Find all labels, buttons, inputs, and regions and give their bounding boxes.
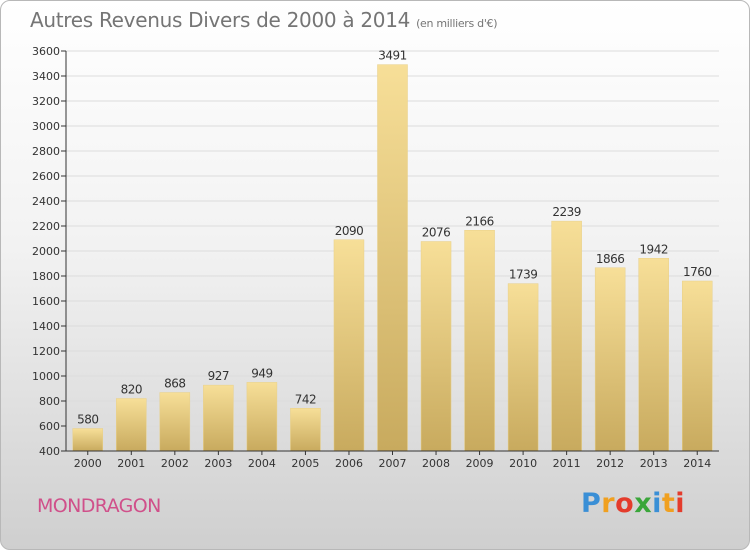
y-tick-label: 2800 bbox=[32, 145, 60, 158]
bar-2004 bbox=[246, 382, 278, 452]
axes: 400 600 800 1000 1200 1400 1600 1800 2000 2200 240… bbox=[32, 45, 719, 470]
x-tick-label-2003: 2003 bbox=[204, 457, 232, 470]
data-labels: 580 820 868 927 949 742 2090 3491 2076 2166 1739 22… bbox=[77, 49, 712, 427]
brand-logo: Proxiti bbox=[581, 488, 685, 519]
bar-2009 bbox=[464, 230, 495, 452]
data-label-2008: 2076 bbox=[422, 226, 451, 240]
y-tick-label: 3600 bbox=[32, 45, 60, 58]
brand-letter: t bbox=[661, 488, 676, 519]
data-label-2004: 949 bbox=[251, 366, 272, 380]
x-tick-label-2009: 2009 bbox=[466, 457, 494, 470]
x-tick-label-2004: 2004 bbox=[248, 457, 276, 470]
data-label-2011: 2239 bbox=[552, 205, 581, 219]
x-tick-label-2007: 2007 bbox=[379, 457, 407, 470]
town-name: MONDRAGON bbox=[37, 495, 161, 517]
bar-2007 bbox=[377, 64, 408, 452]
y-tick-label: 1800 bbox=[32, 270, 60, 283]
brand-letter: i bbox=[675, 488, 686, 519]
bar-2006 bbox=[333, 239, 365, 452]
bars bbox=[72, 64, 713, 452]
bar-2013 bbox=[638, 258, 669, 452]
y-tick-label: 1400 bbox=[32, 320, 60, 333]
bar-2005 bbox=[290, 408, 321, 452]
x-tick-label-2000: 2000 bbox=[74, 457, 102, 470]
bar-2002 bbox=[159, 392, 191, 452]
y-tick-label: 2200 bbox=[32, 220, 60, 233]
data-label-2013: 1942 bbox=[639, 242, 668, 256]
bar-2010 bbox=[507, 283, 539, 452]
y-tick-label: 2600 bbox=[32, 170, 60, 183]
bar-2003 bbox=[203, 384, 234, 452]
data-label-2007: 3491 bbox=[378, 49, 407, 63]
y-tick-label: 3200 bbox=[32, 95, 60, 108]
x-tick-label-2001: 2001 bbox=[117, 457, 145, 470]
bar-2012 bbox=[594, 267, 626, 452]
y-tick-label: 400 bbox=[39, 445, 60, 458]
bar-2014 bbox=[681, 280, 713, 452]
data-label-2005: 742 bbox=[295, 392, 316, 406]
data-label-2002: 868 bbox=[164, 377, 185, 391]
x-tick-label-2010: 2010 bbox=[509, 457, 537, 470]
x-tick-label-2011: 2011 bbox=[553, 457, 581, 470]
x-tick-label-2008: 2008 bbox=[422, 457, 450, 470]
data-label-2010: 1739 bbox=[509, 268, 538, 282]
y-tick-label: 2000 bbox=[32, 245, 60, 258]
data-label-2000: 580 bbox=[77, 413, 98, 427]
y-tick-label: 1200 bbox=[32, 345, 60, 358]
bar-2001 bbox=[116, 398, 147, 452]
bar-2000 bbox=[72, 428, 104, 452]
x-tick-label-2012: 2012 bbox=[596, 457, 624, 470]
y-tick-label: 600 bbox=[39, 420, 60, 433]
chart-title: Autres Revenus Divers de 2000 à 2014 (en … bbox=[30, 8, 498, 32]
data-label-2003: 927 bbox=[208, 369, 229, 383]
chart-title-text: Autres Revenus Divers de 2000 à 2014 bbox=[30, 8, 411, 32]
x-tick-label-2002: 2002 bbox=[161, 457, 189, 470]
data-label-2006: 2090 bbox=[335, 224, 364, 238]
brand-letter: o bbox=[615, 488, 635, 519]
data-label-2014: 1760 bbox=[683, 265, 712, 279]
x-tick-label-2014: 2014 bbox=[683, 457, 711, 470]
y-tick-label: 1600 bbox=[32, 295, 60, 308]
brand-letter: i bbox=[652, 488, 662, 519]
chart-unit-text: (en milliers d'€) bbox=[416, 17, 498, 30]
y-tick-label: 1000 bbox=[32, 370, 60, 383]
x-tick-label-2006: 2006 bbox=[335, 457, 363, 470]
data-label-2012: 1866 bbox=[596, 252, 625, 266]
brand-letter: x bbox=[634, 488, 653, 519]
brand-letter: P bbox=[581, 488, 602, 519]
bar-2008 bbox=[420, 241, 452, 452]
y-tick-label: 800 bbox=[39, 395, 60, 408]
data-label-2009: 2166 bbox=[465, 214, 494, 228]
y-tick-label: 3400 bbox=[32, 70, 60, 83]
brand-letter: r bbox=[601, 488, 616, 519]
y-tick-label: 2400 bbox=[32, 195, 60, 208]
bar-2011 bbox=[551, 220, 582, 452]
x-tick-label-2013: 2013 bbox=[640, 457, 668, 470]
x-tick-label-2005: 2005 bbox=[291, 457, 319, 470]
data-label-2001: 820 bbox=[121, 383, 142, 397]
y-tick-label: 3000 bbox=[32, 120, 60, 133]
